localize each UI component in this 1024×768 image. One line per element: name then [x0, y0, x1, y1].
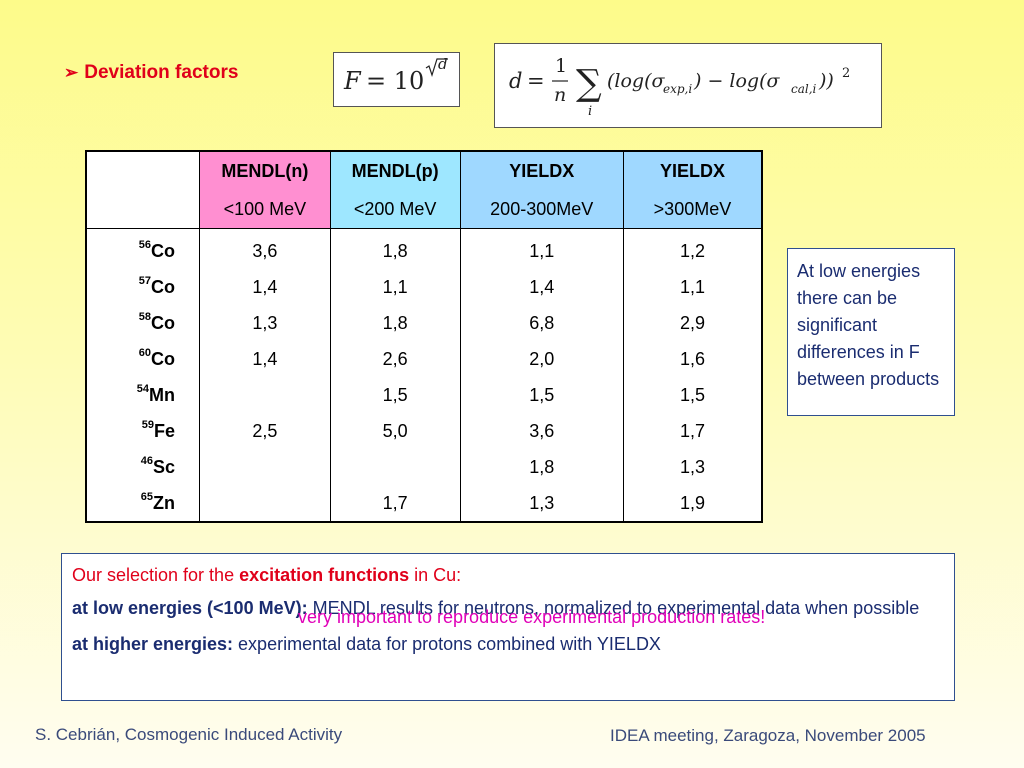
arrow-bullet-icon: ➢ [64, 63, 79, 82]
table-cell: 2,9 [679, 312, 705, 333]
formula-f-box: F = 10 d [333, 52, 460, 107]
table-cell [330, 449, 461, 485]
selection-low-energy: at low energies (<100 MeV): MENDL result… [72, 598, 920, 618]
svg-text:(log(σ: (log(σ [607, 70, 666, 92]
table-cell: 2,0 [460, 341, 624, 377]
table-cell: 1,6 [679, 348, 705, 369]
header-yieldx-1: YIELDX [460, 151, 624, 190]
table-cell: 1,1 [460, 228, 624, 269]
table-cell [199, 377, 331, 413]
isotope-label: 57Co [86, 269, 200, 305]
table-header-row: MENDL(n) MENDL(p) YIELDX YIELDX [86, 151, 762, 190]
footer-event: IDEA meeting, Zaragoza, November 2005 [610, 726, 926, 745]
table-cell: 1,4 [199, 341, 331, 377]
svg-text:) − log(σ: ) − log(σ [693, 70, 781, 92]
isotope-label: 59Fe [86, 413, 200, 449]
subheader-mendl-n: <100 MeV [199, 190, 331, 229]
selection-high-energy: at higher energies: experimental data fo… [72, 634, 661, 654]
table-cell: 1,2 [679, 240, 705, 261]
table-cell: 1,3 [460, 485, 624, 522]
selection-box: Our selection for the excitation functio… [61, 553, 955, 701]
table-cell: 3,6 [460, 413, 624, 449]
subheader-yieldx-1: 200-300MeV [460, 190, 624, 229]
slide-title: ➢ Deviation factors [64, 62, 238, 84]
svg-text:d: d [438, 55, 448, 73]
table-cell: 1,3 [199, 305, 331, 341]
table-cell: 1,7 [679, 420, 705, 441]
deviation-factors-table: MENDL(n) MENDL(p) YIELDX YIELDX <100 MeV… [85, 150, 763, 523]
table-row: 54Mn 1,5 1,5 1,5 [86, 377, 762, 413]
table-cell [199, 449, 331, 485]
table-subheader-row: <100 MeV <200 MeV 200-300MeV >300MeV [86, 190, 762, 229]
table-cell: 1,7 [330, 485, 461, 522]
svg-text:cal,i: cal,i [791, 82, 817, 96]
svg-text:exp,i: exp,i [663, 82, 692, 96]
svg-text:i: i [588, 104, 592, 119]
table-cell: 1,3 [679, 456, 705, 477]
table-row: 57Co 1,4 1,1 1,4 1,1 [86, 269, 762, 305]
table-cell [199, 485, 331, 522]
table-corner [86, 151, 200, 190]
table-cell: 2,5 [199, 413, 331, 449]
slide-title-text: Deviation factors [84, 62, 239, 83]
table-cell: 6,8 [460, 305, 624, 341]
header-mendl-n: MENDL(n) [199, 151, 331, 190]
table-cell: 1,4 [460, 269, 624, 305]
table-cell: 1,8 [330, 305, 461, 341]
svg-text:F: F [343, 67, 362, 95]
table-cell: 1,1 [679, 276, 705, 297]
header-yieldx-2: YIELDX [623, 151, 762, 190]
header-mendl-p: MENDL(p) [330, 151, 461, 190]
table-cell: 2,6 [330, 341, 461, 377]
isotope-label: 46Sc [86, 449, 200, 485]
table-corner-lower [86, 190, 200, 229]
table-cell: 5,0 [330, 413, 461, 449]
svg-text:=: = [527, 69, 545, 93]
subheader-yieldx-2: >300MeV [623, 190, 762, 229]
isotope-label: 56Co [86, 228, 200, 269]
svg-text:d: d [509, 69, 522, 93]
svg-text:= 10: = 10 [366, 67, 424, 95]
svg-text:2: 2 [842, 66, 850, 81]
svg-text:)): )) [818, 70, 834, 92]
isotope-label: 60Co [86, 341, 200, 377]
svg-text:1: 1 [555, 55, 567, 77]
table-cell: 1,5 [330, 377, 461, 413]
footer-author: S. Cebrián, Cosmogenic Induced Activity [35, 725, 343, 744]
isotope-label: 54Mn [86, 377, 200, 413]
formula-f: F = 10 d [343, 55, 448, 95]
table-row: 65Zn 1,7 1,3 1,9 [86, 485, 762, 522]
svg-text:∑: ∑ [576, 63, 602, 104]
selection-emphasis: very important to reproduce experimental… [298, 607, 766, 627]
table-cell: 1,1 [330, 269, 461, 305]
table-cell: 1,9 [679, 492, 705, 513]
table-row: 60Co 1,4 2,6 2,0 1,6 [86, 341, 762, 377]
selection-intro: Our selection for the excitation functio… [72, 565, 462, 585]
svg-text:n: n [554, 84, 566, 106]
formula-d: d = 1 n ∑ i (log(σ exp,i ) − log(σ cal,i… [509, 55, 850, 119]
table-cell: 1,5 [460, 377, 624, 413]
subheader-mendl-p: <200 MeV [330, 190, 461, 229]
table-cell: 1,5 [679, 384, 705, 405]
table-row: 56Co 3,6 1,8 1,1 1,2 [86, 228, 762, 269]
table-cell: 3,6 [199, 228, 331, 269]
table-row: 59Fe 2,5 5,0 3,6 1,7 [86, 413, 762, 449]
table-cell: 1,8 [460, 449, 624, 485]
table-row: 46Sc 1,8 1,3 [86, 449, 762, 485]
table-row: 58Co 1,3 1,8 6,8 2,9 [86, 305, 762, 341]
formula-d-box: d = 1 n ∑ i (log(σ exp,i ) − log(σ cal,i… [494, 43, 882, 128]
table-cell: 1,4 [199, 269, 331, 305]
isotope-label: 65Zn [86, 485, 200, 522]
table-cell: 1,8 [330, 228, 461, 269]
low-energy-note: At low energies there can be significant… [787, 248, 955, 416]
isotope-label: 58Co [86, 305, 200, 341]
